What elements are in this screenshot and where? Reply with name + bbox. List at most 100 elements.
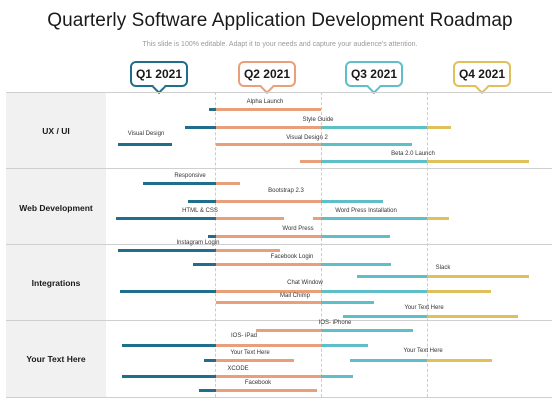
task-label: Mail Chimp [279,293,311,299]
task-label: Beta 2.0 Launch [391,151,435,157]
task-label: Facebook Login [270,254,314,260]
task-bar [321,375,353,378]
task-bar [321,143,412,146]
task-label: Your Text Here [403,348,443,354]
task-bar [321,160,427,163]
task-bar [216,375,321,378]
task-bar [321,235,390,238]
task-label: Responsive [174,173,206,179]
task-bar [216,235,321,238]
task-label: Facebook [244,380,272,386]
task-bar [216,126,321,129]
task-label: Instagram Login [176,240,220,246]
task-bar [209,108,216,111]
row-separator [6,244,552,245]
task-bar [427,359,492,362]
task-bar [216,344,321,347]
task-label: Visual Design 2 [286,135,328,141]
task-label: IOS- iPad [230,333,258,339]
quarter-q4: Q4 2021 [453,61,511,87]
task-bar [216,200,321,203]
task-bar [116,217,216,220]
task-bar [321,200,383,203]
task-bar [427,290,491,293]
task-bar [321,263,391,266]
row-band-other [6,321,106,397]
row-separator [6,92,552,93]
task-bar [256,329,321,332]
task-bar [427,126,451,129]
task-bar [120,290,216,293]
task-bar [193,263,216,266]
quarter-divider [321,92,322,397]
row-separator [6,168,552,169]
quarter-label: Q2 2021 [243,67,291,81]
task-bar [300,160,321,163]
task-bar [321,301,374,304]
task-bar [199,389,216,392]
task-bar [321,329,413,332]
task-bar [216,249,280,252]
task-bar [350,359,427,362]
task-bar [313,217,321,220]
task-bar [216,290,321,293]
task-label: Alpha Launch [246,99,284,105]
task-label: Your Text Here [230,350,270,356]
task-bar [216,182,240,185]
task-bar [343,315,427,318]
task-bar [208,235,216,238]
row-band-ux [6,92,106,168]
row-separator [6,320,552,321]
page-subtitle: This slide is 100% editable. Adapt it to… [142,41,418,48]
task-bar [118,143,172,146]
task-bar [216,263,321,266]
task-bar [143,182,216,185]
task-label: Slack [435,265,451,271]
row-label-web: Web Development [19,203,93,213]
row-band-integrations [6,245,106,320]
row-label-other: Your Text Here [26,354,86,364]
task-bar [321,290,427,293]
task-bar [122,344,216,347]
row-separator [6,397,552,398]
task-bar [185,126,216,129]
task-bar [427,315,518,318]
task-label: Word Press Installation [335,208,397,214]
task-label: Word Press [282,226,314,232]
task-bar [216,389,317,392]
task-label: XCODE [227,366,249,372]
task-bar [427,217,449,220]
task-label: Chat Window [287,280,323,286]
page-title: Quarterly Software Application Developme… [47,10,513,31]
task-bar [122,375,216,378]
quarter-divider [215,92,216,397]
task-bar [188,200,216,203]
row-band-web [6,169,106,244]
quarter-q3: Q3 2021 [345,61,403,87]
task-bar [216,108,321,111]
quarter-q2: Q2 2021 [238,61,296,87]
row-label-integrations: Integrations [31,278,81,288]
task-bar [321,217,427,220]
task-label: Style Guide [302,117,334,123]
task-label: Visual Design [127,131,165,137]
quarter-label: Q1 2021 [135,67,183,81]
task-bar [427,160,529,163]
task-bar [216,143,321,146]
task-bar [357,275,427,278]
task-bar [321,344,368,347]
task-bar [216,301,321,304]
task-label: Your Text Here [404,305,444,311]
task-label: HTML & CSS [182,208,218,214]
task-bar [204,359,216,362]
task-bar [216,217,284,220]
task-bar [321,126,427,129]
quarter-divider [427,92,428,397]
quarter-label: Q3 2021 [350,67,398,81]
task-bar [118,249,216,252]
quarter-label: Q4 2021 [458,67,506,81]
row-label-ux: UX / UI [42,126,70,136]
quarter-q1: Q1 2021 [130,61,188,87]
task-bar [427,275,529,278]
task-label: Bootstrap 2.3 [268,188,304,194]
